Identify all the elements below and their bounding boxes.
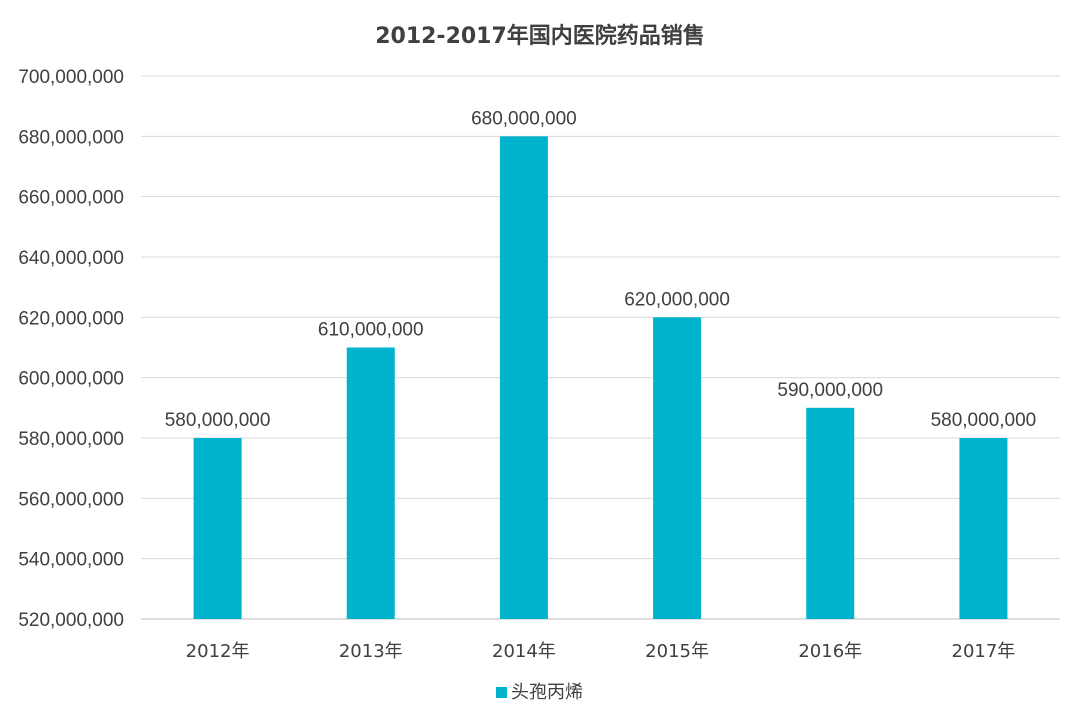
y-axis-ticks: 520,000,000 540,000,000 560,000,000 580,000… <box>18 67 124 631</box>
bar-2016年 <box>806 407 855 619</box>
x-tick-label: 2017年 <box>952 641 1016 662</box>
bar-2013年 <box>346 347 395 619</box>
bar-2012年 <box>193 438 242 619</box>
y-tick-label: 660,000,000 <box>18 188 124 209</box>
bars <box>193 136 1008 620</box>
bar-2014年 <box>499 136 548 620</box>
bar-2015年 <box>653 317 702 619</box>
data-label: 680,000,000 <box>471 108 577 129</box>
y-tick-label: 620,000,000 <box>18 308 124 329</box>
data-label: 580,000,000 <box>165 410 271 431</box>
data-label: 620,000,000 <box>624 289 730 310</box>
x-tick-label: 2015年 <box>645 641 709 662</box>
data-labels: 580,000,000 610,000,000 680,000,000 620,000… <box>165 108 1037 431</box>
legend-swatch <box>496 687 507 698</box>
data-label: 580,000,000 <box>931 410 1037 431</box>
x-axis-ticks: 2012年 2013年 2014年 2015年 2016年 2017年 <box>186 641 1016 662</box>
x-tick-label: 2013年 <box>339 641 403 662</box>
y-tick-label: 700,000,000 <box>18 67 124 88</box>
y-tick-label: 640,000,000 <box>18 248 124 269</box>
x-tick-label: 2016年 <box>798 641 862 662</box>
y-tick-label: 680,000,000 <box>18 127 124 148</box>
data-label: 610,000,000 <box>318 320 424 341</box>
y-tick-label: 560,000,000 <box>18 489 124 510</box>
y-tick-label: 520,000,000 <box>18 610 124 631</box>
legend-label: 头孢丙烯 <box>511 682 583 703</box>
x-tick-label: 2014年 <box>492 641 556 662</box>
y-tick-label: 580,000,000 <box>18 429 124 450</box>
gridlines <box>141 75 1060 620</box>
y-tick-label: 540,000,000 <box>18 550 124 571</box>
x-tick-label: 2012年 <box>186 641 250 662</box>
legend: 头孢丙烯 <box>496 682 583 703</box>
y-tick-label: 600,000,000 <box>18 369 124 390</box>
chart-title: 2012-2017年国内医院药品销售 <box>375 23 705 49</box>
data-label: 590,000,000 <box>777 380 883 401</box>
bar-2017年 <box>959 438 1008 619</box>
